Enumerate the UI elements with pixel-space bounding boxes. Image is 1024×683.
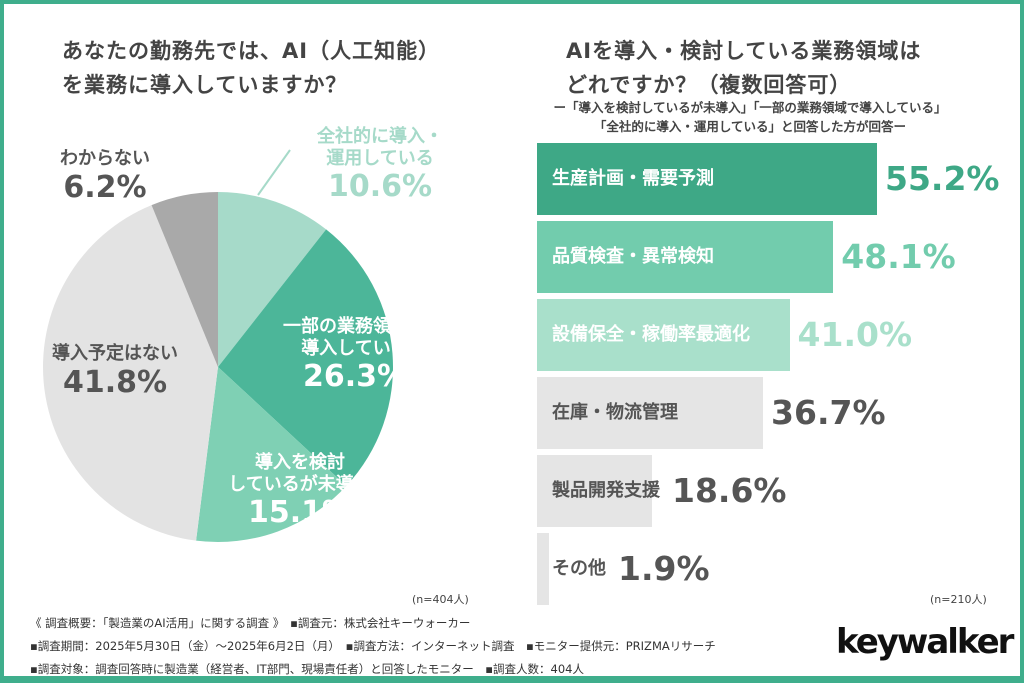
right-title: AIを導入・検討している業務領域は どれですか？（複数回答可） (566, 34, 921, 102)
bar-label: 生産計画・需要予測 (552, 168, 714, 189)
slice-label-line1: 導入を検討 (255, 452, 345, 473)
left-title-line1: あなたの勤務先では、AI（人工知能） (62, 39, 441, 63)
slice-value: 10.6% (327, 169, 433, 205)
slice-label-line1: 導入予定はない (52, 343, 178, 364)
pie-label-partial: 一部の業務領域で 導入している 26.3% (260, 316, 450, 395)
pie-slice (151, 192, 218, 367)
footer-line3: ▪調査対象：調査回答時に製造業（経営者、IT部門、現場責任者）と回答したモニター… (30, 662, 584, 676)
pie-label-unknown: わからない 6.2% (40, 148, 170, 206)
pie-slice (196, 367, 347, 542)
bar-value: 1.9% (618, 549, 710, 588)
bar-label: 製品開発支援 (552, 480, 660, 501)
bar-label: 設備保全・稼働率最適化 (552, 324, 750, 345)
slice-label-line1: 全社的に導入・ (317, 126, 443, 147)
bar-label: その他 (552, 558, 606, 579)
pie-label-considering: 導入を検討 しているが未導入 15.1% (200, 452, 400, 531)
left-sample-size: (n=404人) (412, 593, 469, 606)
pie-slice (43, 205, 218, 541)
right-sample-size: (n=210人) (930, 593, 987, 606)
right-title-line2: どれですか？（複数回答可） (566, 73, 852, 97)
bar-value: 55.2% (885, 159, 1000, 198)
pie-slice (218, 192, 327, 367)
bar (537, 299, 790, 371)
slice-value: 6.2% (63, 169, 147, 205)
subtitle-line2: 「全社的に導入・運用している」と回答した方が回答ー (593, 119, 907, 134)
slice-value: 26.3% (302, 359, 408, 395)
pie-label-no-plan: 導入予定はない 41.8% (30, 343, 200, 401)
slice-label-line2: しているが未導入 (228, 473, 372, 495)
slice-label-line1: 一部の業務領域で (283, 316, 427, 337)
right-title-line1: AIを導入・検討している業務領域は (566, 39, 922, 63)
slice-value: 15.1% (247, 495, 353, 531)
keywalker-logo: keywalker (836, 622, 1014, 662)
right-subtitle: ー「導入を検討しているが未導入」「一部の業務領域で導入している」 「全社的に導入… (500, 98, 1000, 136)
leader-line (257, 149, 291, 196)
slice-label-line2: 運用している (326, 147, 434, 169)
left-title: あなたの勤務先では、AI（人工知能） を業務に導入していますか？ (62, 34, 440, 102)
bar-value: 48.1% (841, 237, 956, 276)
subtitle-line1: ー「導入を検討しているが未導入」「一部の業務領域で導入している」 (553, 100, 947, 115)
bar (537, 221, 834, 293)
bar-value: 18.6% (672, 471, 787, 510)
pie-slice (218, 229, 394, 486)
bar (537, 455, 652, 527)
bar-label: 在庫・物流管理 (552, 402, 678, 423)
footer-line1: 《 調査概要：「製造業のAI活用」に関する調査 》 ▪調査元：株式会社キーウォー… (30, 616, 471, 630)
bar-value: 41.0% (797, 315, 913, 354)
left-title-line2: を業務に導入していますか？ (62, 73, 348, 97)
bar-label: 品質検査・異常検知 (552, 246, 714, 267)
slice-label-line2: 導入している (301, 337, 409, 359)
slice-value: 41.8% (62, 364, 168, 400)
slice-label-line1: わからない (60, 148, 150, 169)
bar (537, 143, 877, 215)
pie-label-company-wide: 全社的に導入・ 運用している 10.6% (290, 126, 470, 205)
footer-line2: ▪調査期間：2025年5月30日（金）～2025年6月2日（月） ▪調査方法：イ… (30, 639, 716, 653)
bar (537, 377, 764, 449)
bar (537, 533, 549, 605)
bar-value: 36.7% (771, 393, 886, 432)
